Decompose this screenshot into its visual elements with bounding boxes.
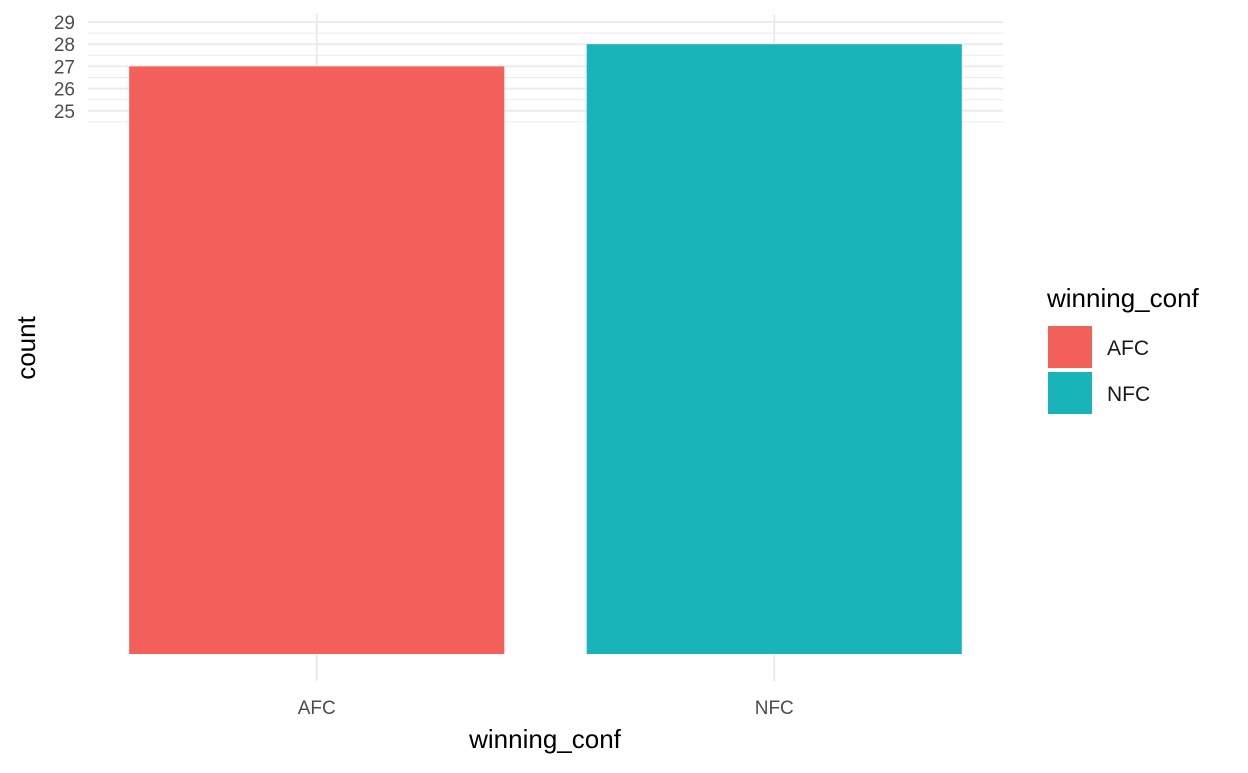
bar-nfc (586, 44, 962, 654)
x-axis-ticks: AFC NFC (298, 698, 794, 719)
legend-title: winning_conf (1046, 283, 1200, 313)
x-tick-label: NFC (755, 698, 794, 719)
y-axis-title: count (11, 315, 41, 379)
y-tick-label: 27 (54, 57, 75, 78)
bars-group (129, 44, 962, 654)
legend: winning_conf AFC NFC (1046, 283, 1200, 414)
y-tick-label: 29 (54, 13, 75, 34)
legend-label-nfc: NFC (1107, 383, 1150, 406)
x-tick-label: AFC (298, 698, 336, 719)
y-tick-label: 25 (54, 102, 75, 123)
legend-swatch-afc (1048, 326, 1092, 368)
legend-swatch-nfc (1048, 372, 1092, 414)
x-axis-title: winning_conf (468, 724, 622, 754)
y-tick-label: 26 (54, 80, 75, 101)
legend-items: AFC NFC (1048, 326, 1150, 414)
bar-afc (129, 66, 505, 654)
legend-label-afc: AFC (1107, 337, 1149, 360)
y-tick-label: 28 (54, 35, 75, 56)
